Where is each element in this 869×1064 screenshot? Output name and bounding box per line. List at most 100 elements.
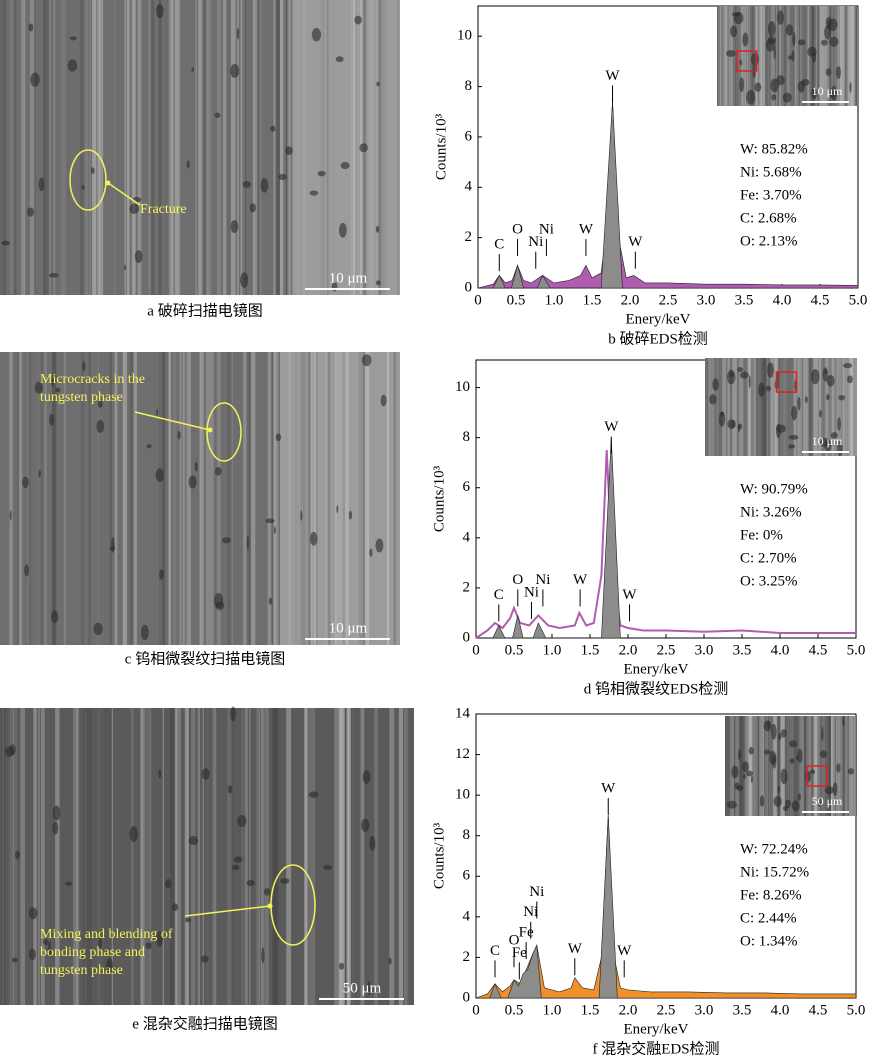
x-tick-label: 5.0 <box>847 642 866 658</box>
sem-stripe <box>802 358 808 456</box>
sem-pit <box>268 597 273 605</box>
sem-stripe <box>132 0 135 295</box>
peak-label: W <box>601 780 616 796</box>
sem-pit <box>726 800 737 809</box>
sem-pit <box>847 375 853 384</box>
sem-stripe <box>237 0 239 295</box>
sem-stripe <box>827 358 833 456</box>
sem-stripe <box>762 716 768 816</box>
sem-stripe <box>48 0 51 295</box>
peak-label: C <box>490 943 500 959</box>
sem-stripe <box>115 352 118 645</box>
sem-pit <box>280 878 290 884</box>
sem-stripe <box>710 358 714 456</box>
sem-stripe <box>33 708 37 1005</box>
sem-stripe <box>762 716 765 816</box>
sem-stripe <box>44 0 49 295</box>
sem-stripe <box>855 716 857 816</box>
sem-stripe <box>712 358 715 456</box>
sem-pit <box>185 917 192 923</box>
sem-stripe <box>778 358 781 456</box>
x-tick-label: 1.5 <box>581 1002 600 1018</box>
sem-pit <box>96 419 105 433</box>
sem-pit <box>771 94 777 101</box>
sem-pit <box>763 720 772 732</box>
sem-stripe <box>853 6 857 106</box>
sem-stripe <box>716 358 719 456</box>
sem-stripe <box>184 708 189 1005</box>
sem-stripe <box>137 0 142 295</box>
sem-stripe <box>249 708 251 1005</box>
sem-stripe <box>764 6 769 106</box>
sem-stripe <box>740 6 746 106</box>
sem-stripe <box>791 716 795 816</box>
sem-stripe <box>737 716 739 816</box>
sem-stripe <box>712 358 715 456</box>
sem-stripe <box>51 352 57 645</box>
sem-stripe <box>852 716 854 816</box>
sem-stripe <box>854 6 857 106</box>
sem-pit <box>348 510 353 520</box>
sem-pit <box>748 375 751 389</box>
caption: c 钨相微裂纹扫描电镜图 <box>125 649 285 667</box>
sem-stripe <box>806 6 812 106</box>
sem-pit <box>737 749 741 761</box>
sem-stripe <box>759 716 764 816</box>
sem-stripe <box>60 0 66 295</box>
sem-pit <box>726 49 736 57</box>
sem-stripe <box>216 352 219 645</box>
sem-stripe <box>272 708 277 1005</box>
sem-pit <box>754 82 762 92</box>
sem-stripe <box>99 0 104 295</box>
peak-label: W <box>568 941 583 957</box>
sem-pit <box>795 755 798 761</box>
inset-roi <box>735 50 758 72</box>
sem-stripe <box>195 0 197 295</box>
sem-stripe <box>100 0 104 295</box>
sem-stripe <box>182 352 185 645</box>
sem-stripe <box>771 358 774 456</box>
sem-stripe <box>87 708 93 1005</box>
sem-pit <box>145 942 152 950</box>
sem-stripe <box>750 358 754 456</box>
sem-stripe <box>712 358 715 456</box>
composition: Ni: 3.26% <box>740 504 802 520</box>
sem-stripe <box>404 708 409 1005</box>
sem-stripe <box>17 352 19 645</box>
sem-pit <box>765 38 776 52</box>
sem-pit <box>49 273 59 278</box>
sem-pit <box>134 250 143 263</box>
sem-pit <box>807 46 817 57</box>
sem-pit <box>376 81 380 87</box>
sem-stripe <box>780 716 785 816</box>
arrow-head <box>105 180 111 186</box>
sem-pit <box>776 75 785 86</box>
sem-stripe <box>849 358 854 456</box>
sem-pit <box>242 180 252 188</box>
sem-pit <box>797 748 803 764</box>
sem-pit <box>842 363 853 369</box>
sem-pit <box>233 856 243 863</box>
sem-stripe <box>375 0 379 295</box>
sem-pit <box>791 50 795 62</box>
sem-pit <box>354 15 362 25</box>
composition: W: 90.79% <box>740 481 808 497</box>
sem-pit <box>249 203 256 213</box>
sem-stripe <box>89 0 91 295</box>
x-tick-label: 3.0 <box>695 642 714 658</box>
sem-stripe <box>226 352 229 645</box>
x-tick-label: 3.0 <box>695 1002 714 1018</box>
sem-stripe <box>186 352 191 645</box>
sem-stripe <box>817 6 820 106</box>
sem-stripe <box>0 708 5 1005</box>
sem-stripe <box>832 358 837 456</box>
sem-stripe <box>63 352 67 645</box>
sem-pit <box>275 433 282 442</box>
sem-pit <box>819 437 830 447</box>
sem-pit <box>750 52 759 66</box>
sem-stripe <box>226 352 230 645</box>
sem-stripe <box>64 352 67 645</box>
sem-stripe <box>0 0 5 295</box>
sem-stripe <box>179 352 183 645</box>
peak-label: W <box>617 943 632 959</box>
